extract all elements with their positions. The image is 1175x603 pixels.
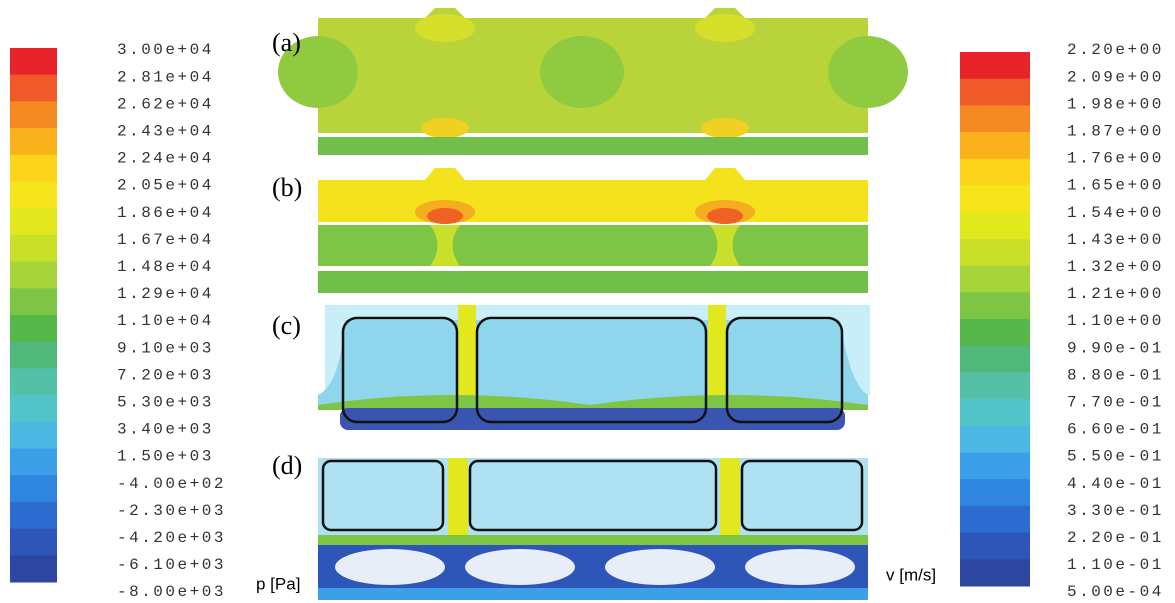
colorbar-label: 1.76e+00 (1067, 150, 1164, 168)
colorbar-label: 3.00e+04 (117, 41, 214, 59)
colorbar-label: 1.65e+00 (1067, 177, 1164, 195)
colorbar-band (10, 155, 57, 182)
colorbar-label: 7.20e+03 (117, 366, 214, 384)
colorbar-label: 1.48e+04 (117, 258, 214, 276)
colorbar-band (10, 502, 57, 529)
colorbar-band (10, 395, 57, 422)
colorbar-band (960, 212, 1030, 239)
colorbar-band (10, 262, 57, 289)
colorbar-band (10, 475, 57, 502)
colorbar-band (960, 506, 1030, 533)
colorbar-label: 2.09e+00 (1067, 68, 1164, 86)
figure: (a) (b) (c) (d) p [Pa] v [m/s] 3.00e+04 2… (0, 0, 1175, 603)
colorbar-label: 2.81e+04 (117, 68, 214, 86)
colorbar-band (960, 453, 1030, 480)
colorbar-band (960, 266, 1030, 293)
colorbar-label: 1.32e+00 (1067, 258, 1164, 276)
colorbar-band (960, 159, 1030, 186)
colorbar-label: 2.20e-01 (1067, 529, 1164, 547)
pressure-unit: p [Pa] (256, 574, 300, 593)
colorbar-label: 3.40e+03 (117, 421, 214, 439)
colorbar-label: 2.43e+04 (117, 123, 214, 141)
colorbar-band (960, 319, 1030, 346)
colorbar-label: 1.43e+00 (1067, 231, 1164, 249)
colorbar-label: 9.90e-01 (1067, 339, 1164, 357)
colorbar-label: 1.87e+00 (1067, 123, 1164, 141)
panel-label: (d) (272, 451, 302, 480)
colorbar-label: 1.10e-01 (1067, 556, 1164, 574)
colorbar-label: 5.50e-01 (1067, 448, 1164, 466)
colorbar-band (960, 292, 1030, 319)
colorbar-label: 7.70e-01 (1067, 394, 1164, 412)
colorbar-label: -2.30e+03 (117, 502, 226, 520)
colorbar-label: 9.10e+03 (117, 339, 214, 357)
panel-label: (a) (272, 28, 301, 57)
colorbar-band (960, 533, 1030, 560)
colorbar-label: 1.10e+00 (1067, 312, 1164, 330)
colorbar-band (960, 399, 1030, 426)
colorbar-band (960, 79, 1030, 106)
panel-b-image (318, 168, 868, 293)
colorbar-label: 2.24e+04 (117, 150, 214, 168)
colorbar-band (960, 426, 1030, 453)
colorbar-label: 1.86e+04 (117, 204, 214, 222)
colorbar-label: 1.29e+04 (117, 285, 214, 303)
colorbar-label: 5.00e-04 (1067, 583, 1164, 601)
colorbar-label: 2.62e+04 (117, 95, 214, 113)
colorbar-band (960, 559, 1030, 586)
velocity-unit: v [m/s] (886, 565, 936, 584)
colorbar-band (10, 422, 57, 449)
colorbar-band (10, 288, 57, 315)
colorbar-label: 1.50e+03 (117, 448, 214, 466)
colorbar-band (10, 368, 57, 395)
colorbar-label: 3.30e-01 (1067, 502, 1164, 520)
colorbar-label: 6.60e-01 (1067, 421, 1164, 439)
colorbar-band (960, 186, 1030, 213)
colorbar-label: -4.20e+03 (117, 529, 226, 547)
colorbar-band (960, 372, 1030, 399)
colorbar-label: 5.30e+03 (117, 394, 214, 412)
panel-d-image (318, 458, 868, 600)
colorbar-band (10, 75, 57, 102)
panel-c-image (318, 305, 870, 430)
colorbar-band (960, 105, 1030, 132)
colorbar-label: 2.05e+04 (117, 177, 214, 195)
colorbar-band (960, 239, 1030, 266)
colorbar-band (10, 449, 57, 476)
colorbar-label: 1.54e+00 (1067, 204, 1164, 222)
colorbar-label: -4.00e+02 (117, 475, 226, 493)
colorbar-band (10, 235, 57, 262)
colorbar-label: 4.40e-01 (1067, 475, 1164, 493)
colorbar-band (10, 315, 57, 342)
panel-label: (b) (272, 173, 302, 202)
panel-a-image (278, 8, 908, 155)
colorbar-band (960, 479, 1030, 506)
colorbar-band (10, 555, 57, 582)
colorbar-label: 1.10e+04 (117, 312, 214, 330)
colorbar-label: 1.21e+00 (1067, 285, 1164, 303)
colorbar-label: 1.67e+04 (117, 231, 214, 249)
colorbar-band (960, 346, 1030, 373)
colorbar-label: 1.98e+00 (1067, 95, 1164, 113)
colorbar-band (10, 529, 57, 556)
colorbar-label: 2.20e+00 (1067, 41, 1164, 59)
colorbar-band (10, 208, 57, 235)
colorbar-band (960, 52, 1030, 79)
colorbar-band (960, 132, 1030, 159)
colorbar-band (10, 182, 57, 209)
colorbar-band (10, 48, 57, 75)
colorbar-band (10, 342, 57, 369)
panel-label: (c) (272, 311, 301, 340)
colorbar-label: 8.80e-01 (1067, 366, 1164, 384)
colorbar-label: -8.00e+03 (117, 583, 226, 601)
colorbar-label: -6.10e+03 (117, 556, 226, 574)
colorbar-band (10, 101, 57, 128)
colorbar-band (10, 128, 57, 155)
